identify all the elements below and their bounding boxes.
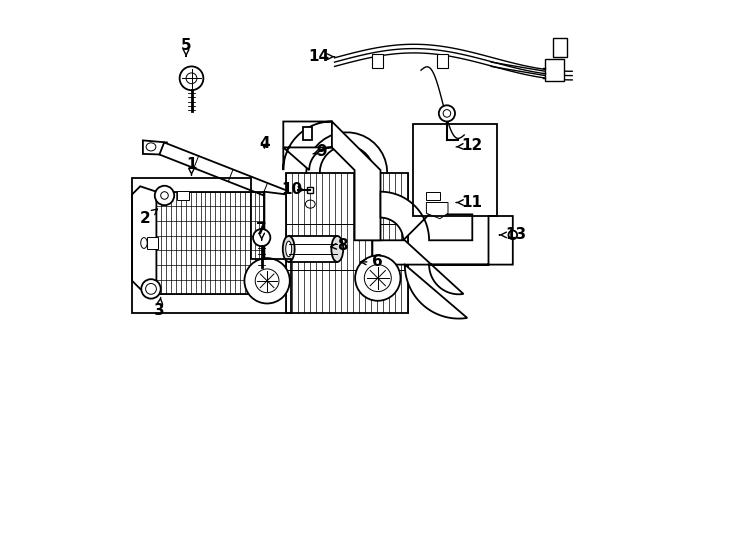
Circle shape bbox=[244, 258, 290, 303]
Circle shape bbox=[145, 284, 156, 294]
Text: 7: 7 bbox=[256, 222, 267, 240]
Bar bbox=[426, 192, 440, 200]
Bar bbox=[177, 191, 189, 200]
Text: 14: 14 bbox=[308, 49, 335, 64]
Circle shape bbox=[443, 110, 451, 117]
Circle shape bbox=[155, 186, 174, 205]
Text: 6: 6 bbox=[360, 254, 383, 269]
Polygon shape bbox=[283, 122, 380, 240]
Bar bbox=[372, 54, 383, 68]
Text: 2: 2 bbox=[140, 209, 157, 226]
Text: 8: 8 bbox=[331, 238, 348, 253]
Circle shape bbox=[253, 229, 270, 246]
Polygon shape bbox=[426, 202, 448, 219]
Text: 13: 13 bbox=[499, 227, 526, 242]
Circle shape bbox=[180, 66, 203, 90]
Ellipse shape bbox=[331, 236, 344, 262]
Circle shape bbox=[439, 105, 455, 122]
Polygon shape bbox=[286, 173, 407, 313]
Circle shape bbox=[186, 73, 197, 84]
Text: 9: 9 bbox=[313, 144, 327, 159]
Circle shape bbox=[509, 231, 517, 239]
Ellipse shape bbox=[286, 241, 291, 256]
Text: 11: 11 bbox=[457, 195, 483, 210]
Polygon shape bbox=[159, 143, 302, 208]
Polygon shape bbox=[372, 216, 513, 319]
Ellipse shape bbox=[146, 143, 156, 151]
Text: 3: 3 bbox=[154, 298, 164, 318]
Polygon shape bbox=[294, 197, 319, 211]
Bar bbox=[553, 38, 567, 57]
Ellipse shape bbox=[305, 200, 315, 208]
Circle shape bbox=[141, 279, 161, 299]
Text: 12: 12 bbox=[456, 138, 483, 153]
Polygon shape bbox=[132, 186, 156, 294]
Ellipse shape bbox=[283, 236, 294, 262]
Circle shape bbox=[364, 265, 391, 292]
Text: 10: 10 bbox=[281, 181, 305, 197]
Circle shape bbox=[255, 269, 279, 293]
Polygon shape bbox=[380, 192, 472, 240]
Polygon shape bbox=[143, 140, 167, 154]
Bar bbox=[303, 127, 312, 140]
Circle shape bbox=[355, 255, 401, 301]
Polygon shape bbox=[288, 236, 338, 262]
Text: 1: 1 bbox=[186, 157, 197, 175]
Polygon shape bbox=[264, 192, 286, 294]
Bar bbox=[148, 237, 158, 249]
Bar bbox=[545, 59, 564, 81]
Text: 5: 5 bbox=[181, 38, 192, 56]
Text: 4: 4 bbox=[259, 136, 269, 151]
Circle shape bbox=[161, 192, 168, 199]
Ellipse shape bbox=[141, 238, 148, 248]
Bar bbox=[437, 54, 448, 68]
